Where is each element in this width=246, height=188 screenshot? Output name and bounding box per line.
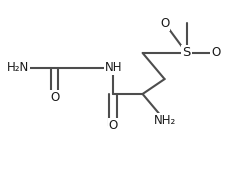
Text: O: O [50,91,59,104]
Text: S: S [183,46,191,59]
Text: O: O [108,119,118,132]
Text: NH₂: NH₂ [154,114,176,127]
Text: O: O [160,17,169,30]
Text: H₂N: H₂N [7,61,29,74]
Text: NH: NH [105,61,122,74]
Text: O: O [211,46,221,59]
